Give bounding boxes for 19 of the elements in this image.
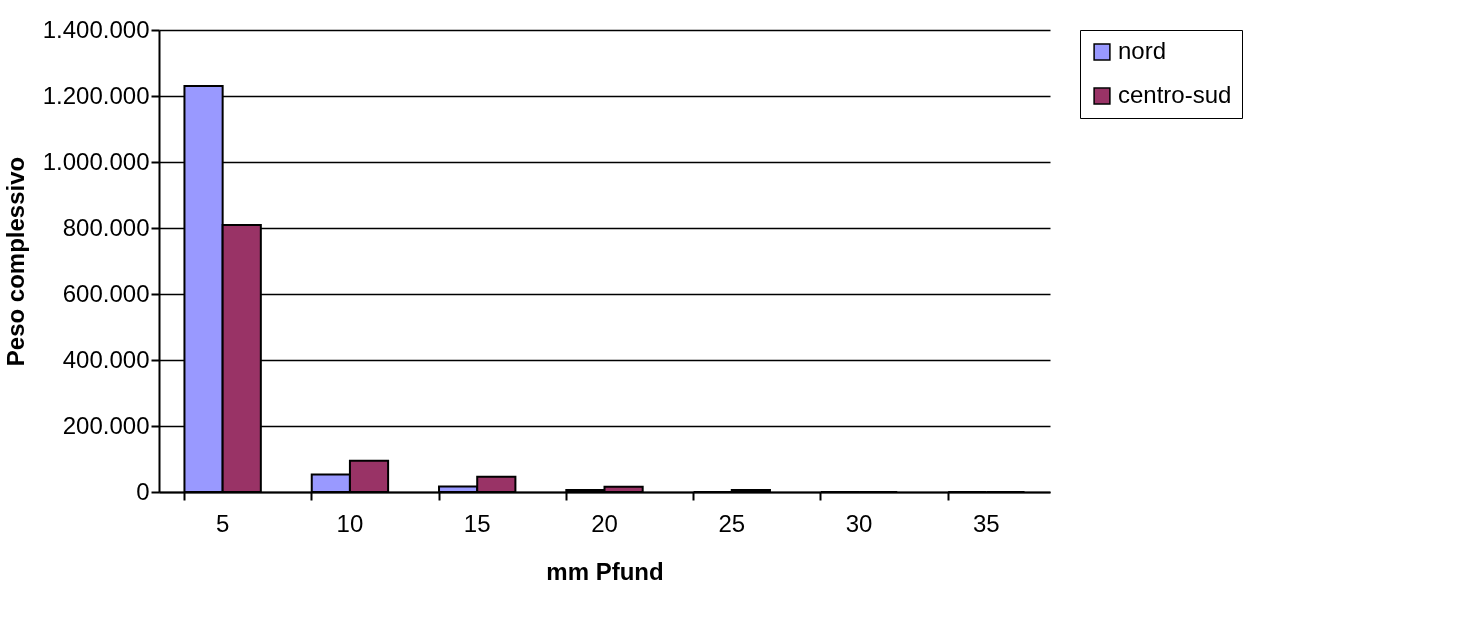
x-tick-label: 20 — [591, 509, 618, 537]
y-tick-label: 200.000 — [62, 411, 150, 439]
y-tick-label: 1.000.000 — [42, 147, 150, 175]
x-tick-label: 15 — [463, 509, 491, 537]
legend-label: centro-sud — [1118, 81, 1232, 108]
x-tick-label: 25 — [718, 509, 746, 537]
x-tick-label: 35 — [973, 509, 1000, 537]
y-tick-label: 600.000 — [62, 279, 150, 307]
x-tick-label: 10 — [336, 509, 364, 537]
y-tick-label: 1.200.000 — [42, 81, 150, 109]
x-tick-label: 30 — [845, 509, 873, 537]
y-tick-label: 1.400.000 — [42, 15, 150, 43]
legend-label: nord — [1118, 37, 1167, 64]
y-tick-label: 400.000 — [62, 345, 150, 373]
y-tick-label: 800.000 — [62, 213, 150, 241]
y-axis-title: Peso complessivo — [1, 156, 29, 367]
y-tick-label: 0 — [136, 477, 150, 505]
x-axis-title: mm Pfund — [546, 557, 664, 585]
x-tick-label: 5 — [215, 509, 230, 537]
